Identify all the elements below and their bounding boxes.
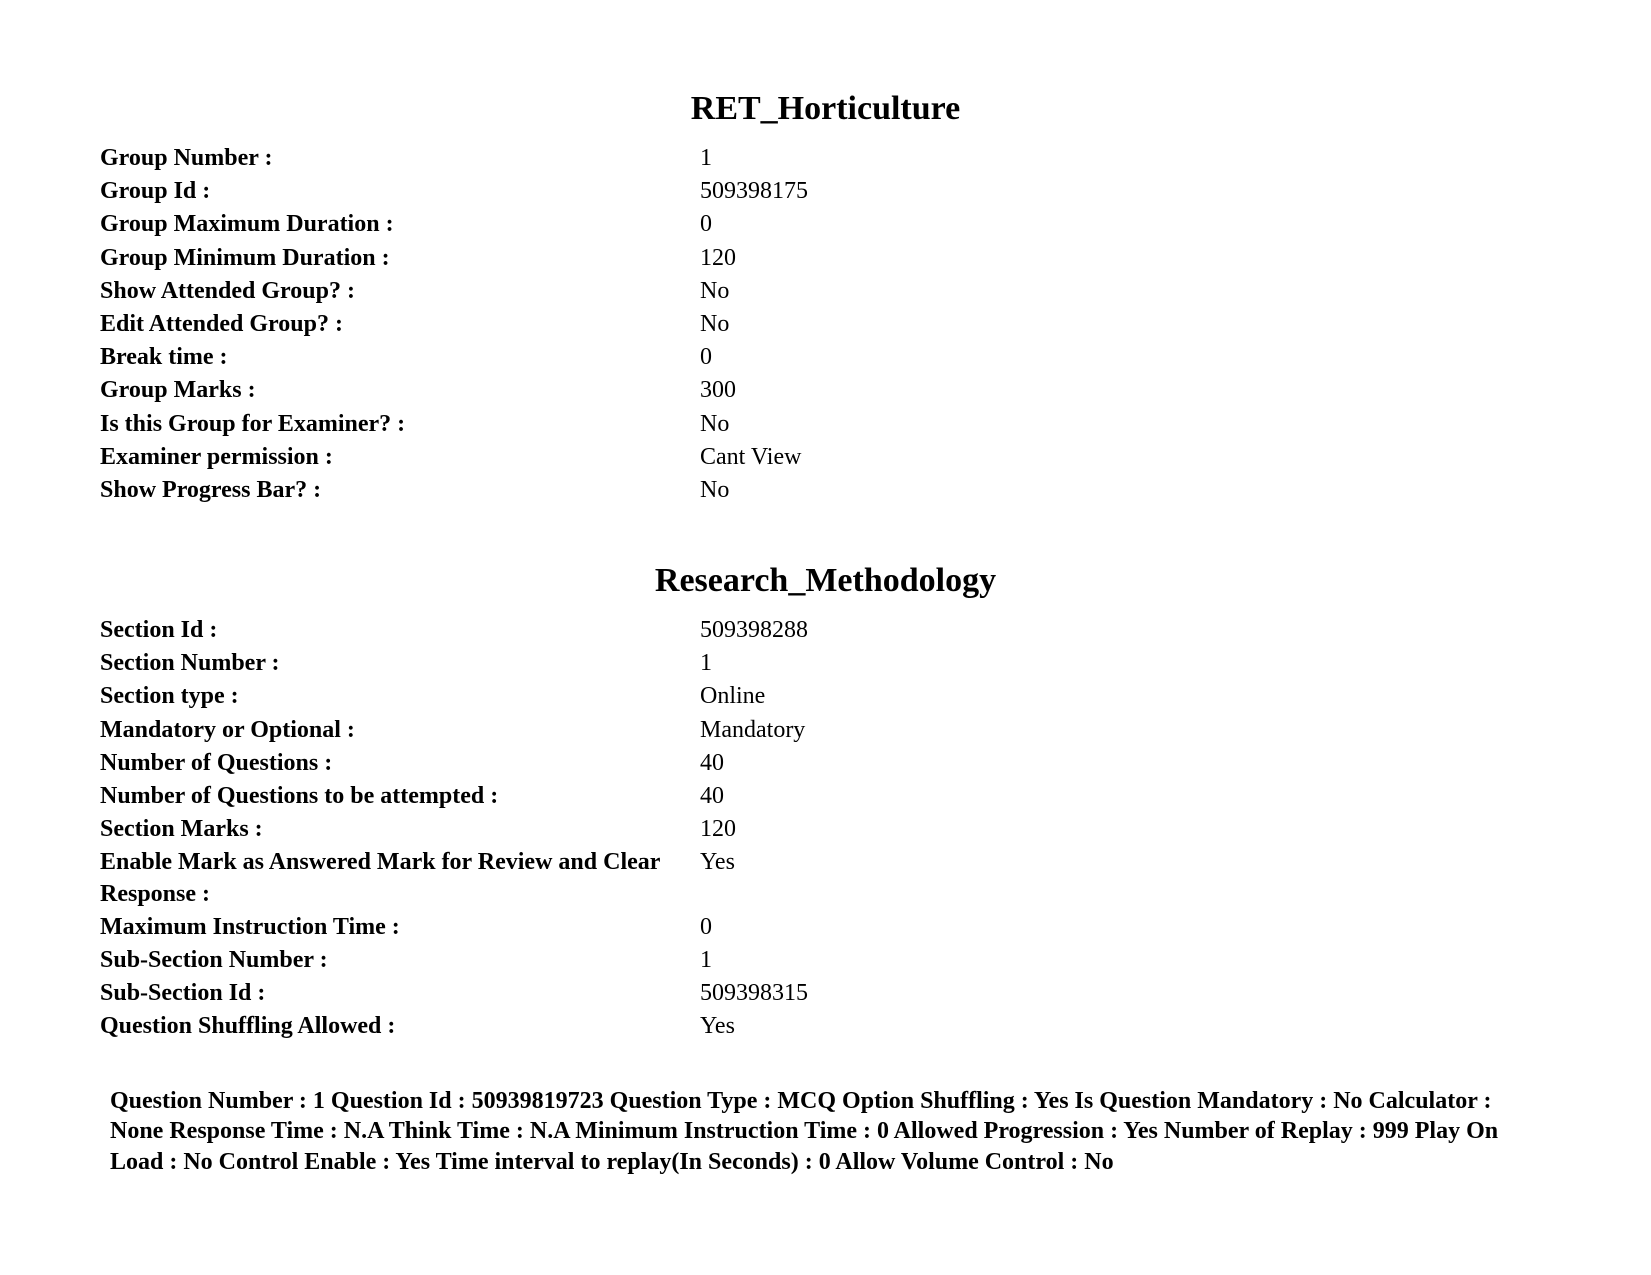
field-label: Number of Questions to be attempted : [100,780,700,813]
field-label: Group Minimum Duration : [100,242,700,275]
document-page: RET_Horticulture Group Number :1Group Id… [0,0,1651,1275]
table-row: Maximum Instruction Time :0 [100,911,1551,944]
section-title: Research_Methodology [100,562,1551,600]
table-row: Examiner permission :Cant View [100,441,1551,474]
question-metadata-paragraph: Question Number : 1 Question Id : 509398… [100,1086,1551,1178]
field-label: Show Attended Group? : [100,275,700,308]
field-value: 509398175 [700,175,1551,208]
field-label: Break time : [100,341,700,374]
field-label: Mandatory or Optional : [100,714,700,747]
field-value: 509398288 [700,614,1551,647]
field-value: No [700,275,1551,308]
field-label: Section type : [100,680,700,713]
table-row: Group Number :1 [100,142,1551,175]
table-row: Group Marks :300 [100,374,1551,407]
table-row: Is this Group for Examiner? :No [100,408,1551,441]
field-value: 0 [700,341,1551,374]
field-value: 300 [700,374,1551,407]
table-row: Mandatory or Optional :Mandatory [100,714,1551,747]
section-spacer [100,507,1551,562]
table-row: Show Progress Bar? :No [100,474,1551,507]
field-value: Yes [700,846,1551,910]
field-label: Question Shuffling Allowed : [100,1010,700,1043]
table-row: Show Attended Group? :No [100,275,1551,308]
table-row: Section Id :509398288 [100,614,1551,647]
field-label: Enable Mark as Answered Mark for Review … [100,846,700,910]
field-label: Sub-Section Id : [100,977,700,1010]
table-row: Sub-Section Id :509398315 [100,977,1551,1010]
field-label: Group Number : [100,142,700,175]
table-row: Section Marks :120 [100,813,1551,846]
field-value: 1 [700,944,1551,977]
field-label: Section Number : [100,647,700,680]
field-label: Group Marks : [100,374,700,407]
field-value: 0 [700,911,1551,944]
table-row: Enable Mark as Answered Mark for Review … [100,846,1551,910]
field-label: Section Id : [100,614,700,647]
field-label: Show Progress Bar? : [100,474,700,507]
field-value: 0 [700,208,1551,241]
table-row: Group Minimum Duration :120 [100,242,1551,275]
table-row: Break time :0 [100,341,1551,374]
field-value: Mandatory [700,714,1551,747]
field-value: 1 [700,142,1551,175]
table-row: Number of Questions to be attempted :40 [100,780,1551,813]
field-value: No [700,474,1551,507]
table-row: Group Maximum Duration :0 [100,208,1551,241]
table-row: Number of Questions :40 [100,747,1551,780]
table-row: Group Id :509398175 [100,175,1551,208]
section-details-table: Section Id :509398288Section Number :1Se… [100,614,1551,1043]
field-label: Number of Questions : [100,747,700,780]
field-value: Yes [700,1010,1551,1043]
table-row: Sub-Section Number :1 [100,944,1551,977]
field-value: 40 [700,747,1551,780]
group-title: RET_Horticulture [100,90,1551,128]
field-value: No [700,408,1551,441]
field-value: 120 [700,813,1551,846]
table-row: Edit Attended Group? :No [100,308,1551,341]
field-label: Is this Group for Examiner? : [100,408,700,441]
table-row: Section Number :1 [100,647,1551,680]
field-label: Maximum Instruction Time : [100,911,700,944]
field-label: Examiner permission : [100,441,700,474]
field-label: Group Id : [100,175,700,208]
field-value: 40 [700,780,1551,813]
table-row: Question Shuffling Allowed :Yes [100,1010,1551,1043]
field-value: Cant View [700,441,1551,474]
field-value: 1 [700,647,1551,680]
field-label: Group Maximum Duration : [100,208,700,241]
field-label: Section Marks : [100,813,700,846]
field-value: Online [700,680,1551,713]
field-value: 120 [700,242,1551,275]
table-row: Section type :Online [100,680,1551,713]
field-value: No [700,308,1551,341]
field-value: 509398315 [700,977,1551,1010]
field-label: Sub-Section Number : [100,944,700,977]
field-label: Edit Attended Group? : [100,308,700,341]
group-details-table: Group Number :1Group Id :509398175Group … [100,142,1551,507]
